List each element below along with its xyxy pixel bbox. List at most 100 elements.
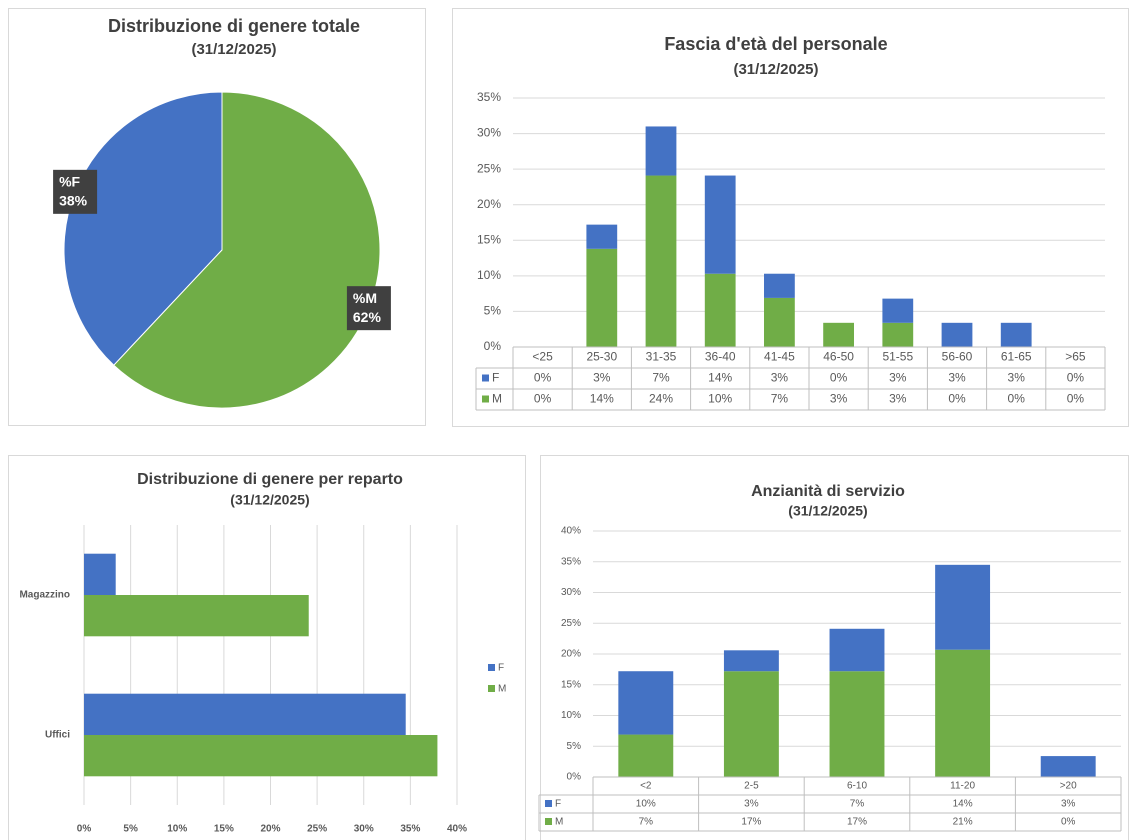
y-tick-label: 35% <box>477 90 501 104</box>
y-tick-label: 0% <box>484 339 502 353</box>
bar-segment <box>941 322 973 347</box>
y-tick-label: 0% <box>567 772 582 783</box>
x-tick-label: 36-40 <box>705 350 736 364</box>
slice-value: 38% <box>59 193 88 209</box>
y-tick-label: Uffici <box>45 730 70 741</box>
table-value: 7% <box>652 371 670 385</box>
chart-subtitle: (31/12/2025) <box>230 492 309 508</box>
table-value: 3% <box>1008 371 1026 385</box>
y-tick-label: 35% <box>561 556 581 567</box>
y-tick-label: 25% <box>477 161 501 175</box>
y-tick-label: 25% <box>561 618 581 629</box>
x-tick-label: 25-30 <box>586 350 617 364</box>
x-tick-label: >65 <box>1065 350 1086 364</box>
label-box <box>346 286 391 331</box>
bar <box>84 735 438 777</box>
legend-label: F <box>555 799 561 810</box>
bar-segment <box>882 322 914 347</box>
table-value: 10% <box>636 799 656 810</box>
x-tick-label: 56-60 <box>942 350 973 364</box>
chart-title: Distribuzione di genere per reparto <box>137 471 403 488</box>
bar-segment <box>882 298 914 323</box>
bar-segment <box>723 650 779 672</box>
bar-segment <box>829 671 885 777</box>
bar <box>84 553 116 595</box>
y-tick-label: Magazzino <box>19 590 70 601</box>
bar-segment <box>704 175 736 274</box>
bar-segment <box>823 322 854 347</box>
table-value: 0% <box>534 392 552 406</box>
table-value: 0% <box>534 371 552 385</box>
table-value: 3% <box>889 392 907 406</box>
bar <box>84 693 406 735</box>
x-tick-label: 11-20 <box>950 781 975 792</box>
table-value: 7% <box>850 799 865 810</box>
panel <box>452 8 1129 427</box>
table-value: 3% <box>1061 799 1076 810</box>
y-tick-label: 20% <box>561 649 581 660</box>
x-tick-label: 5% <box>123 824 138 835</box>
table-value: 7% <box>771 392 789 406</box>
table-value: 10% <box>708 392 732 406</box>
y-tick-label: 15% <box>477 232 501 246</box>
x-tick-label: <25 <box>532 350 553 364</box>
bar-segment <box>645 126 677 176</box>
table-value: 14% <box>708 371 732 385</box>
x-tick-label: >20 <box>1060 781 1077 792</box>
bar-segment <box>618 671 674 735</box>
bar-segment <box>1040 756 1096 777</box>
y-tick-label: 10% <box>561 710 581 721</box>
bar-segment <box>764 273 795 298</box>
bar <box>84 595 309 637</box>
x-tick-label: 10% <box>167 824 187 835</box>
table-value: 7% <box>639 817 654 828</box>
legend-swatch <box>488 664 495 671</box>
x-tick-label: 35% <box>400 824 420 835</box>
legend-label: M <box>555 817 563 828</box>
chart-title: Distribuzione di genere totale <box>108 16 360 36</box>
table-value: 0% <box>1061 817 1076 828</box>
y-tick-label: 10% <box>477 268 501 282</box>
bar-segment <box>935 564 991 650</box>
label-box <box>53 169 98 214</box>
x-tick-label: 25% <box>307 824 327 835</box>
legend-label: F <box>492 371 499 385</box>
x-tick-label: 51-55 <box>882 350 913 364</box>
bar-segment <box>723 671 779 777</box>
table-value: 3% <box>771 371 789 385</box>
slice-label: %F <box>59 174 80 190</box>
chart-subtitle: (31/12/2025) <box>733 61 818 78</box>
x-tick-label: <2 <box>640 781 652 792</box>
legend-swatch <box>482 374 489 382</box>
y-tick-label: 30% <box>477 126 501 140</box>
legend-swatch <box>482 395 489 403</box>
bar-segment <box>829 628 885 672</box>
table-value: 3% <box>889 371 907 385</box>
y-tick-label: 5% <box>484 304 502 318</box>
legend-label: M <box>498 684 506 695</box>
bar-segment <box>586 224 618 249</box>
chart-title: Fascia d'età del personale <box>664 34 887 54</box>
table-value: 3% <box>744 799 759 810</box>
chart-title: Anzianità di servizio <box>751 483 905 500</box>
x-tick-label: 20% <box>260 824 280 835</box>
table-value: 0% <box>1067 371 1085 385</box>
bar-segment <box>645 175 677 347</box>
legend-swatch <box>488 685 495 692</box>
x-tick-label: 31-35 <box>646 350 677 364</box>
bar-segment <box>935 649 991 777</box>
bar-segment <box>764 297 795 347</box>
table-value: 17% <box>741 817 761 828</box>
chart-subtitle: (31/12/2025) <box>191 41 276 58</box>
table-value: 24% <box>649 392 673 406</box>
panel <box>8 455 526 840</box>
table-value: 0% <box>1067 392 1085 406</box>
legend-swatch <box>545 818 552 825</box>
table-value: 21% <box>953 817 973 828</box>
y-tick-label: 15% <box>561 679 581 690</box>
x-tick-label: 61-65 <box>1001 350 1032 364</box>
table-value: 17% <box>847 817 867 828</box>
x-tick-label: 6-10 <box>847 781 867 792</box>
legend-swatch <box>545 800 552 807</box>
